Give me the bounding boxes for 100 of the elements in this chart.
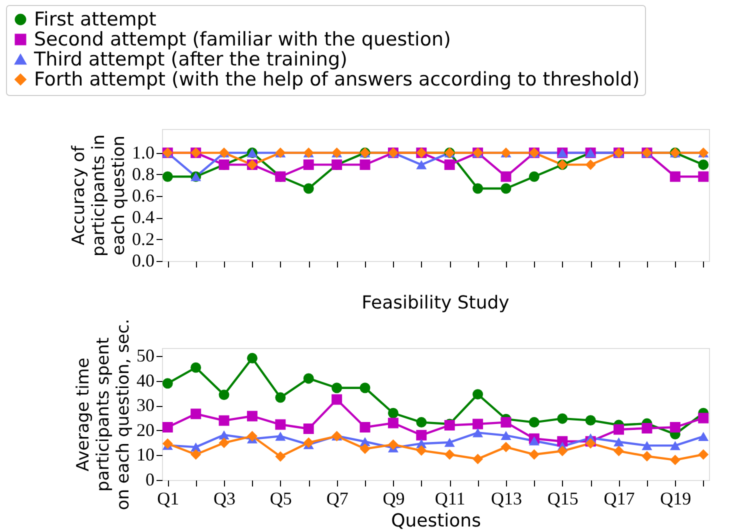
point [557,446,568,456]
point [303,159,314,170]
point [698,432,709,441]
y-tick-label: 30 [136,395,154,416]
point [614,437,624,446]
point [218,430,230,440]
point [332,394,342,405]
point [444,438,455,447]
point [614,446,624,456]
point [444,159,455,170]
point [190,362,202,373]
y-tick-label: 10 [136,444,154,465]
x-tick-label: Q7 [326,488,348,508]
y-tick-label: 0.8 [132,164,154,184]
point [500,430,512,440]
x-tick-label: Q13 [490,488,522,508]
point [416,445,427,456]
point [303,437,314,448]
point [388,408,398,418]
point [360,444,370,454]
x-tick-label: Q11 [434,488,466,508]
x-tick-label: Q17 [604,488,635,508]
point [472,183,484,194]
point [444,449,455,460]
point [218,438,230,448]
point [190,408,202,420]
y-tick-label: 0.0 [132,250,154,270]
y-tick-label: 1.0 [132,142,154,162]
point [472,418,484,430]
point [528,449,540,460]
x-tick-label: Q9 [382,488,405,508]
point [500,183,512,194]
x-tick-label: Q3 [214,488,236,508]
point [670,454,680,466]
point [162,438,173,449]
x-tick-label: Q19 [660,488,692,508]
y-axis-title: Average time participants spent on each question, sec. [74,318,134,510]
point [388,439,398,450]
point [642,441,652,450]
y-tick-label: 0.4 [132,207,154,228]
point [500,171,512,182]
point [275,392,286,403]
y-tick-label: 0 [146,470,154,490]
y-tick-label: 50 [136,346,154,366]
y-tick-label: 0.2 [132,228,154,249]
point [275,432,286,441]
point [472,428,484,438]
point [500,442,512,452]
point [585,415,596,426]
point [500,417,512,428]
y-tick-label: 40 [136,370,154,390]
point [388,418,398,428]
point [416,160,427,170]
point [698,159,709,170]
point [585,159,596,170]
point [218,390,230,400]
legend-label: Third attempt (after the training) [33,48,348,70]
x-tick-label: Q15 [547,488,578,508]
point [162,422,173,432]
point [303,373,314,384]
chart-title: Feasibility Study [362,292,510,314]
point [670,422,680,432]
point [190,449,202,460]
point [472,389,484,400]
point [332,382,342,394]
point [528,171,540,182]
y-tick-label: 0.6 [132,186,154,206]
point [416,430,427,440]
point [670,441,680,450]
point [303,183,314,194]
point [162,171,173,182]
point [698,449,709,460]
point [670,171,680,182]
legend-label: First attempt [34,8,156,30]
point [528,436,540,446]
point [275,451,286,462]
x-tick-label: Q1 [157,488,180,508]
point [614,424,624,435]
legend-label: Second attempt (familiar with the question) [34,28,451,50]
point [275,419,286,430]
point [218,415,230,426]
point [698,412,709,424]
point [246,352,258,364]
legend-label: Forth attempt (with the help of answers according to threshold) [34,68,640,90]
x-tick-label: Q5 [270,488,292,508]
point [246,430,258,442]
point [162,378,173,389]
point [698,171,709,182]
point [360,382,370,394]
point [303,423,314,434]
point [642,450,652,462]
point [642,422,652,434]
point [472,454,484,464]
x-axis-title: Questions [391,510,481,532]
y-axis-title: Accuracy of participants in each question [69,134,129,257]
point [246,410,258,422]
point [557,413,568,424]
point [360,422,370,432]
point [528,417,540,428]
point [360,159,370,170]
